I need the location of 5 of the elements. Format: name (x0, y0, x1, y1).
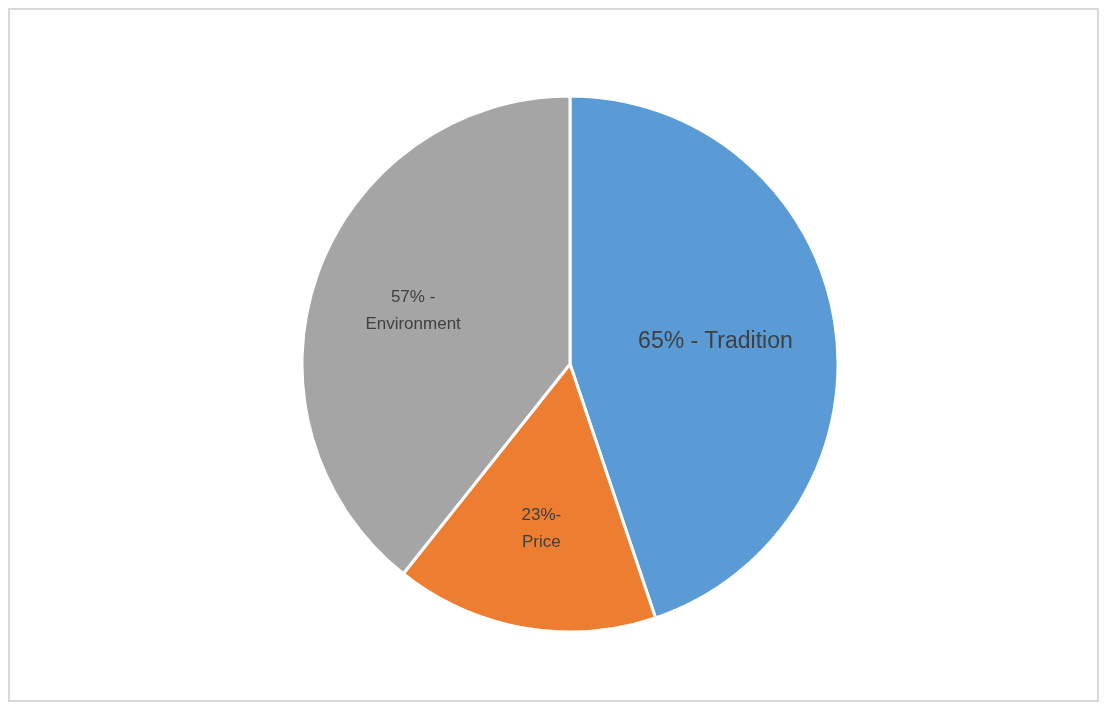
slice-label: Environment (365, 313, 462, 333)
data-label: 57% - (390, 286, 436, 306)
slice-label: Price (521, 531, 561, 551)
slice-label: 65% - Tradition (638, 327, 793, 354)
data-label: 23%- (521, 504, 562, 524)
